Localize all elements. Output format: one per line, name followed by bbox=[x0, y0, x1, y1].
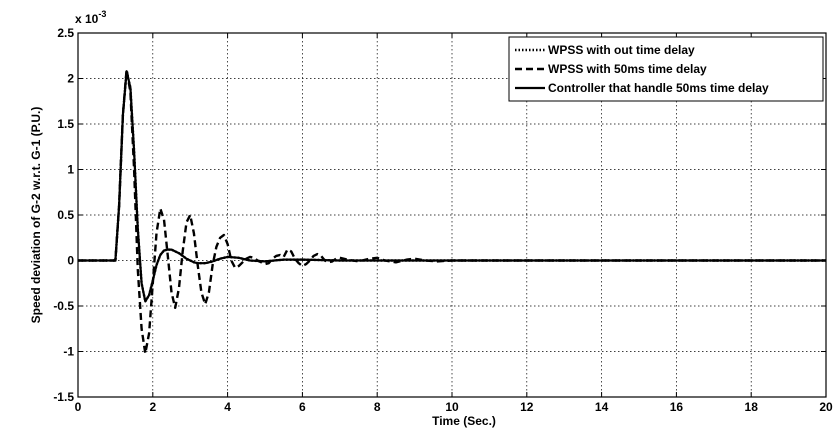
y-tick-label: 2 bbox=[67, 72, 74, 86]
y-tick-label: 1 bbox=[67, 163, 74, 177]
x-tick-label: 4 bbox=[224, 400, 231, 414]
y-axis-label: Speed deviation of G-2 w.r.t. G-1 (P.U.) bbox=[29, 107, 43, 324]
y-tick-label: -1.5 bbox=[53, 390, 74, 404]
x-tick-label: 8 bbox=[374, 400, 381, 414]
y-tick-label: 2.5 bbox=[57, 26, 74, 40]
legend-label: WPSS with 50ms time delay bbox=[548, 62, 707, 76]
ticks: 0 2 4 6 8 10 12 14 16 18 20 -1.5 -1 -0.5 0 0.5 1 1.5 2 2.5 bbox=[53, 26, 833, 414]
series-line-dashed bbox=[78, 68, 826, 355]
x-tick-label: 18 bbox=[745, 400, 759, 414]
y-exponent-power: -3 bbox=[98, 9, 106, 19]
legend-box bbox=[508, 36, 824, 102]
y-tick-label: 0 bbox=[67, 254, 74, 268]
y-exponent-base: x 10 bbox=[75, 12, 99, 26]
x-tick-label: 14 bbox=[595, 400, 609, 414]
x-tick-label: 12 bbox=[520, 400, 534, 414]
x-tick-label: 16 bbox=[670, 400, 684, 414]
legend-label: Controller that handle 50ms time delay bbox=[548, 81, 769, 95]
y-exponent-label: x 10-3 bbox=[75, 9, 106, 26]
x-tick-label: 6 bbox=[299, 400, 306, 414]
y-tick-label: 1.5 bbox=[57, 117, 74, 131]
y-tick-label: -0.5 bbox=[53, 299, 74, 313]
legend-label: WPSS with out time delay bbox=[548, 43, 695, 57]
x-tick-label: 20 bbox=[819, 400, 833, 414]
x-tick-label: 10 bbox=[445, 400, 459, 414]
y-tick-label: -1 bbox=[63, 345, 74, 359]
y-tick-label: 0.5 bbox=[57, 208, 74, 222]
x-tick-label: 2 bbox=[149, 400, 156, 414]
x-axis-label: Time (Sec.) bbox=[432, 414, 496, 428]
x-tick-label: 0 bbox=[75, 400, 82, 414]
series-lines bbox=[78, 68, 826, 355]
legend: WPSS with out time delay WPSS with 50ms t… bbox=[508, 36, 824, 102]
